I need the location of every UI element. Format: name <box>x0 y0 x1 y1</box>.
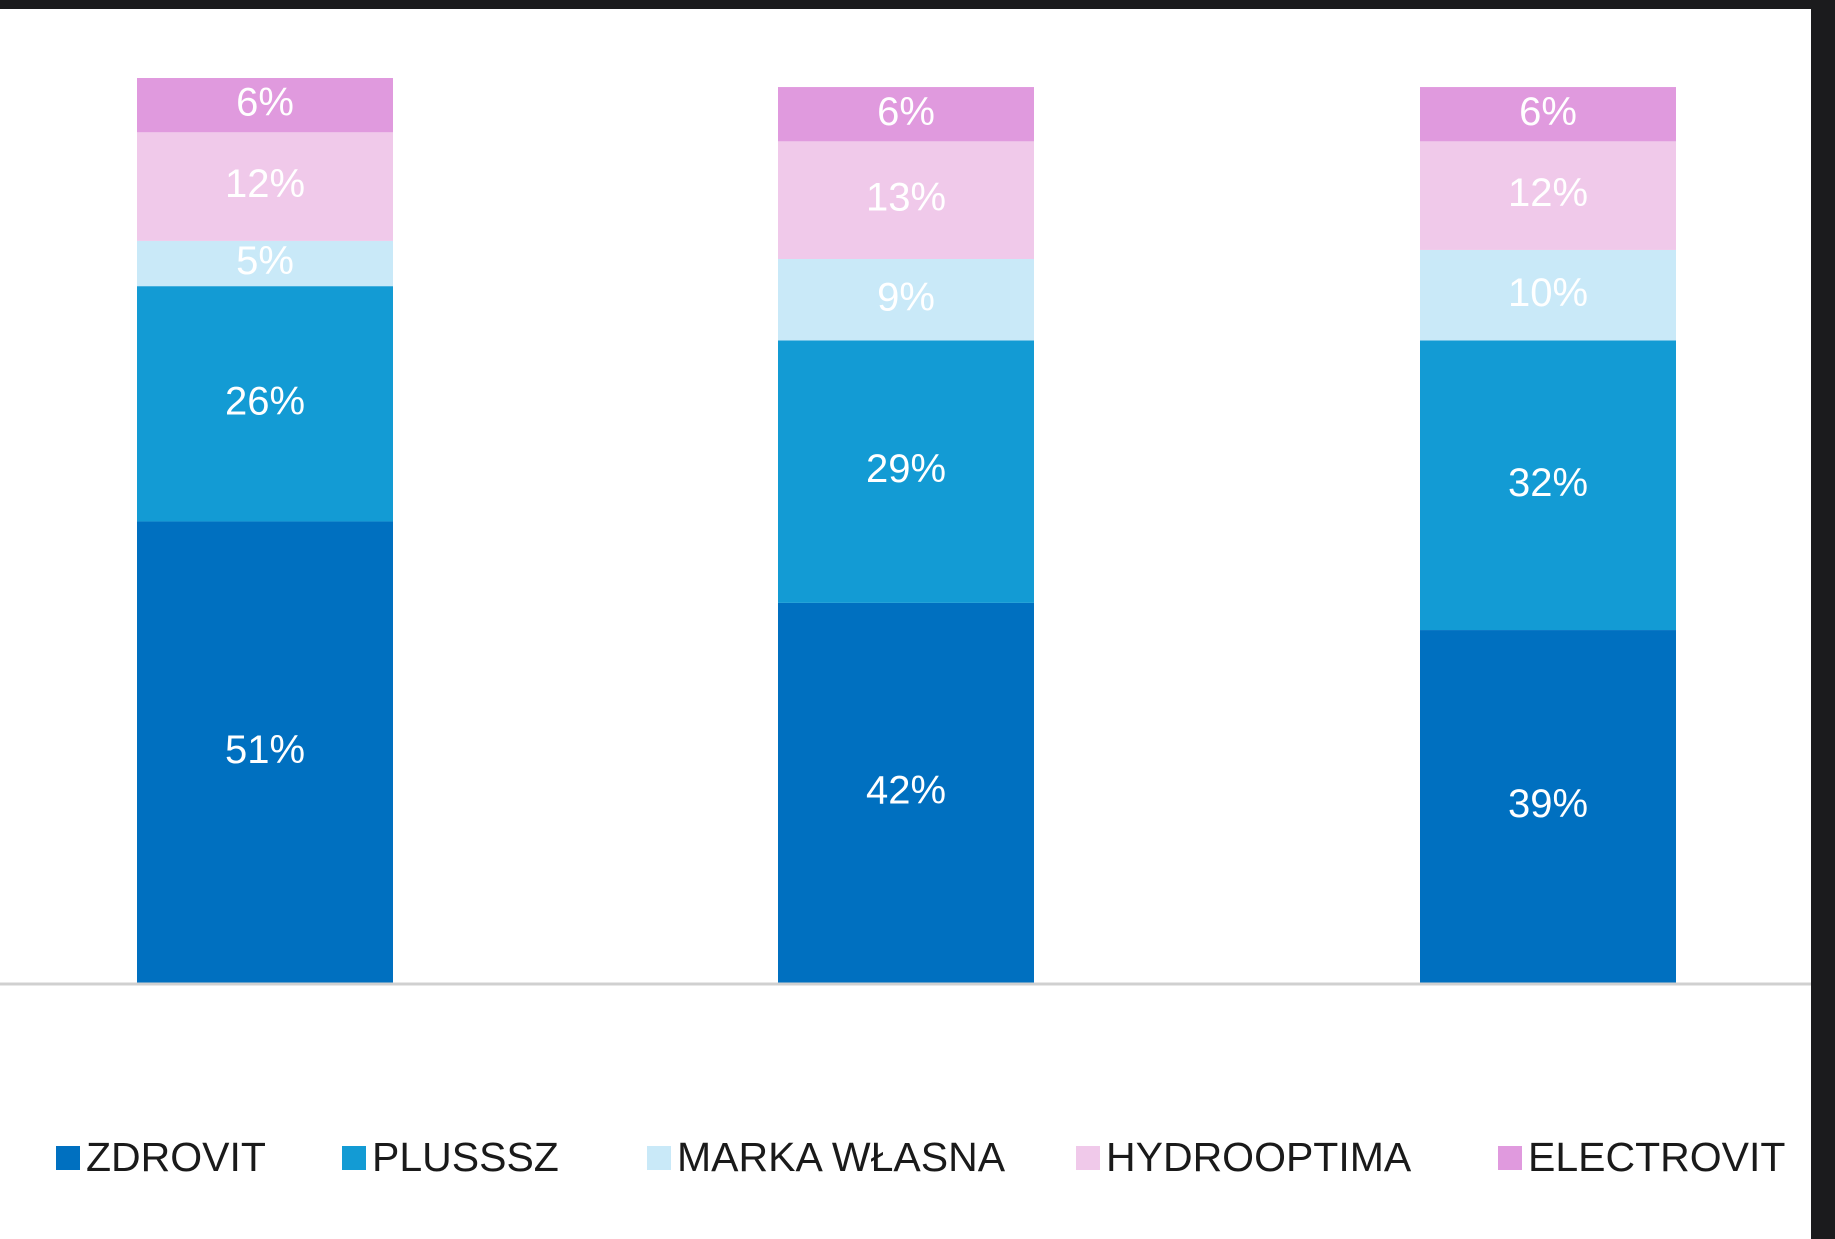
legend-label: MARKA WŁASNA <box>677 1134 1006 1180</box>
data-label: 10% <box>1508 271 1588 315</box>
data-label: 6% <box>877 90 935 134</box>
bar-segment <box>137 132 393 241</box>
data-label: 9% <box>877 275 935 319</box>
bar-segment <box>1420 87 1676 142</box>
legend-label: PLUSSSZ <box>372 1134 559 1180</box>
legend-label: ELECTROVIT <box>1528 1134 1785 1180</box>
data-label: 51% <box>225 728 305 772</box>
legend-swatch <box>1498 1146 1522 1170</box>
bar-segment <box>778 602 1034 983</box>
data-label: 12% <box>1508 171 1588 215</box>
data-label: 32% <box>1508 461 1588 505</box>
data-label: 29% <box>866 447 946 491</box>
data-label: 5% <box>236 239 294 283</box>
legend-label: HYDROOPTIMA <box>1106 1134 1412 1180</box>
legend-swatch <box>56 1146 80 1170</box>
bar-segment <box>778 87 1034 142</box>
bar-segment <box>1420 141 1676 250</box>
bar-segment <box>778 259 1034 341</box>
legend-swatch <box>647 1146 671 1170</box>
bar-segment <box>778 340 1034 603</box>
data-label: 39% <box>1508 782 1588 826</box>
bar-segment <box>137 240 393 287</box>
bar-segment <box>1420 630 1676 983</box>
bar-segment <box>1420 340 1676 631</box>
bar-segment <box>137 78 393 133</box>
data-label: 13% <box>866 176 946 220</box>
data-label: 26% <box>225 379 305 423</box>
legend-label: ZDROVIT <box>86 1134 266 1180</box>
data-label: 6% <box>236 81 294 125</box>
data-label: 42% <box>866 769 946 813</box>
legend-swatch <box>1076 1146 1100 1170</box>
bar-segment <box>137 286 393 522</box>
data-label: 12% <box>225 162 305 206</box>
bar-segment <box>137 521 393 983</box>
data-label: 6% <box>1519 90 1577 134</box>
bar-segment <box>778 141 1034 259</box>
legend-swatch <box>342 1146 366 1170</box>
bar-segment <box>1420 249 1676 341</box>
